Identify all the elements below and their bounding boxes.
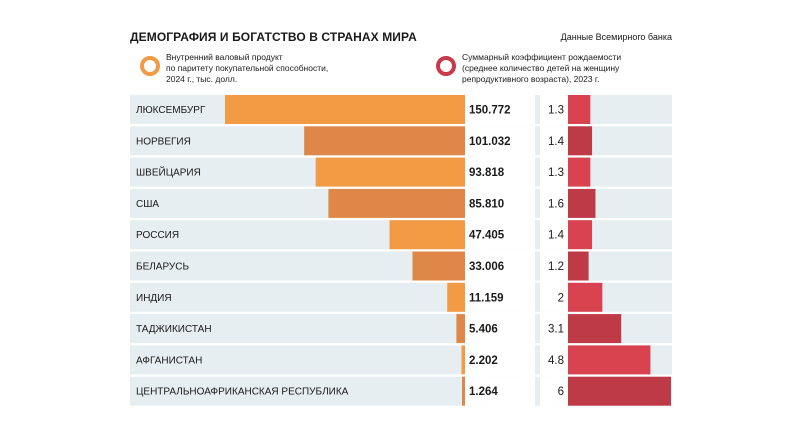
row-band — [130, 251, 672, 281]
source-note: Данные Всемирного банка — [560, 32, 672, 42]
gdp-bar — [447, 282, 465, 312]
tfr-value-label: 1.3 — [548, 167, 564, 179]
gdp-bar — [456, 314, 465, 344]
gdp-value-cell — [465, 251, 535, 281]
tfr-value-cell — [540, 220, 568, 250]
tfr-bar — [568, 251, 589, 281]
gdp-value-label: 33.006 — [469, 261, 504, 273]
category-label: ИНДИЯ — [136, 293, 172, 304]
legend-tfr-line: (среднее количество детей на женщину — [462, 63, 620, 73]
tfr-bar — [568, 126, 593, 156]
gdp-bar — [412, 251, 465, 281]
gdp-value-label: 93.818 — [469, 167, 505, 179]
gdp-value-label: 101.032 — [469, 136, 511, 148]
gdp-bar — [328, 188, 465, 218]
legend-tfr-line: репродуктивного возраста), 2023 г. — [462, 74, 600, 84]
gdp-bar — [389, 220, 465, 250]
tfr-value-cell — [540, 157, 568, 187]
tfr-value-cell — [540, 314, 568, 344]
tfr-value-cell — [540, 188, 568, 218]
category-label: ШВЕЙЦАРИЯ — [136, 166, 201, 179]
tfr-bar — [568, 376, 671, 406]
gdp-value-cell — [465, 157, 535, 187]
gdp-value-label: 5.406 — [469, 324, 498, 336]
category-label: ЦЕНТРАЛЬНОАФРИКАНСКАЯ РЕСПУБЛИКА — [136, 387, 349, 398]
gdp-value-cell — [465, 345, 535, 375]
category-label: ТАДЖИКИСТАН — [136, 324, 212, 335]
gdp-value-cell — [465, 220, 535, 250]
tfr-value-cell — [540, 282, 568, 312]
tfr-value-label: 2 — [558, 292, 564, 304]
category-label: АФГАНИСТАН — [136, 355, 202, 366]
tfr-value-cell — [540, 376, 568, 406]
gdp-value-label: 150.772 — [469, 105, 511, 117]
category-label: НОРВЕГИЯ — [136, 136, 191, 147]
gdp-value-cell — [465, 282, 535, 312]
gdp-value-label: 1.264 — [469, 386, 498, 398]
legend-gdp-text: Внутренний валовый продукт по паритету п… — [166, 52, 328, 85]
gdp-value-label: 47.405 — [469, 230, 505, 242]
tfr-value-label: 6 — [558, 386, 564, 398]
gdp-value-cell — [465, 95, 535, 124]
chart-title: ДЕМОГРАФИЯ И БОГАТСТВО В СТРАНАХ МИРА — [130, 30, 417, 44]
gdp-bar — [461, 345, 465, 375]
category-label: ЛЮКСЕМБУРГ — [136, 105, 206, 116]
tfr-value-label: 1.3 — [548, 105, 564, 117]
gdp-value-cell — [465, 314, 535, 344]
tfr-value-label: 1.2 — [548, 261, 564, 273]
tfr-value-label: 4.8 — [548, 355, 564, 367]
gdp-bar — [304, 126, 465, 156]
tfr-value-cell — [540, 126, 568, 156]
tfr-value-cell — [540, 345, 568, 375]
gdp-value-cell — [465, 376, 535, 406]
gdp-value-label: 11.159 — [469, 292, 504, 304]
tfr-bar — [568, 157, 591, 187]
tfr-bar — [568, 282, 603, 312]
category-label: США — [136, 199, 159, 210]
tfr-bar — [568, 188, 596, 218]
tfr-bar — [568, 314, 622, 344]
red-ring-icon — [436, 56, 456, 76]
legend-tfr-text: Суммарный коэффициент рождаемости (средн… — [462, 52, 621, 85]
gdp-value-label: 85.810 — [469, 198, 504, 210]
tfr-value-label: 1.4 — [548, 230, 565, 242]
tfr-value-cell — [540, 95, 568, 124]
tfr-value-label: 3.1 — [548, 324, 564, 336]
category-label: РОССИЯ — [136, 230, 179, 241]
category-label: БЕЛАРУСЬ — [136, 262, 189, 273]
legend-gdp-line: по паритету покупательной способности, — [166, 63, 329, 73]
tfr-bar — [568, 220, 593, 250]
gdp-value-label: 2.202 — [469, 355, 498, 367]
tfr-value-label: 1.4 — [548, 136, 565, 148]
legend-gdp-line: Внутренний валовый продукт — [166, 52, 283, 62]
gdp-value-cell — [465, 126, 535, 156]
gdp-bar — [462, 376, 465, 406]
orange-ring-icon — [140, 56, 160, 76]
tfr-value-cell — [540, 251, 568, 281]
tfr-bar — [568, 345, 651, 375]
legend-tfr-line: Суммарный коэффициент рождаемости — [462, 52, 622, 62]
gdp-value-cell — [465, 188, 535, 218]
gdp-bar — [225, 95, 465, 124]
tfr-bar — [568, 95, 591, 124]
gdp-bar — [315, 157, 465, 187]
legend-gdp-line: 2024 г., тыс. долл. — [166, 74, 238, 84]
tfr-value-label: 1.6 — [548, 198, 564, 210]
